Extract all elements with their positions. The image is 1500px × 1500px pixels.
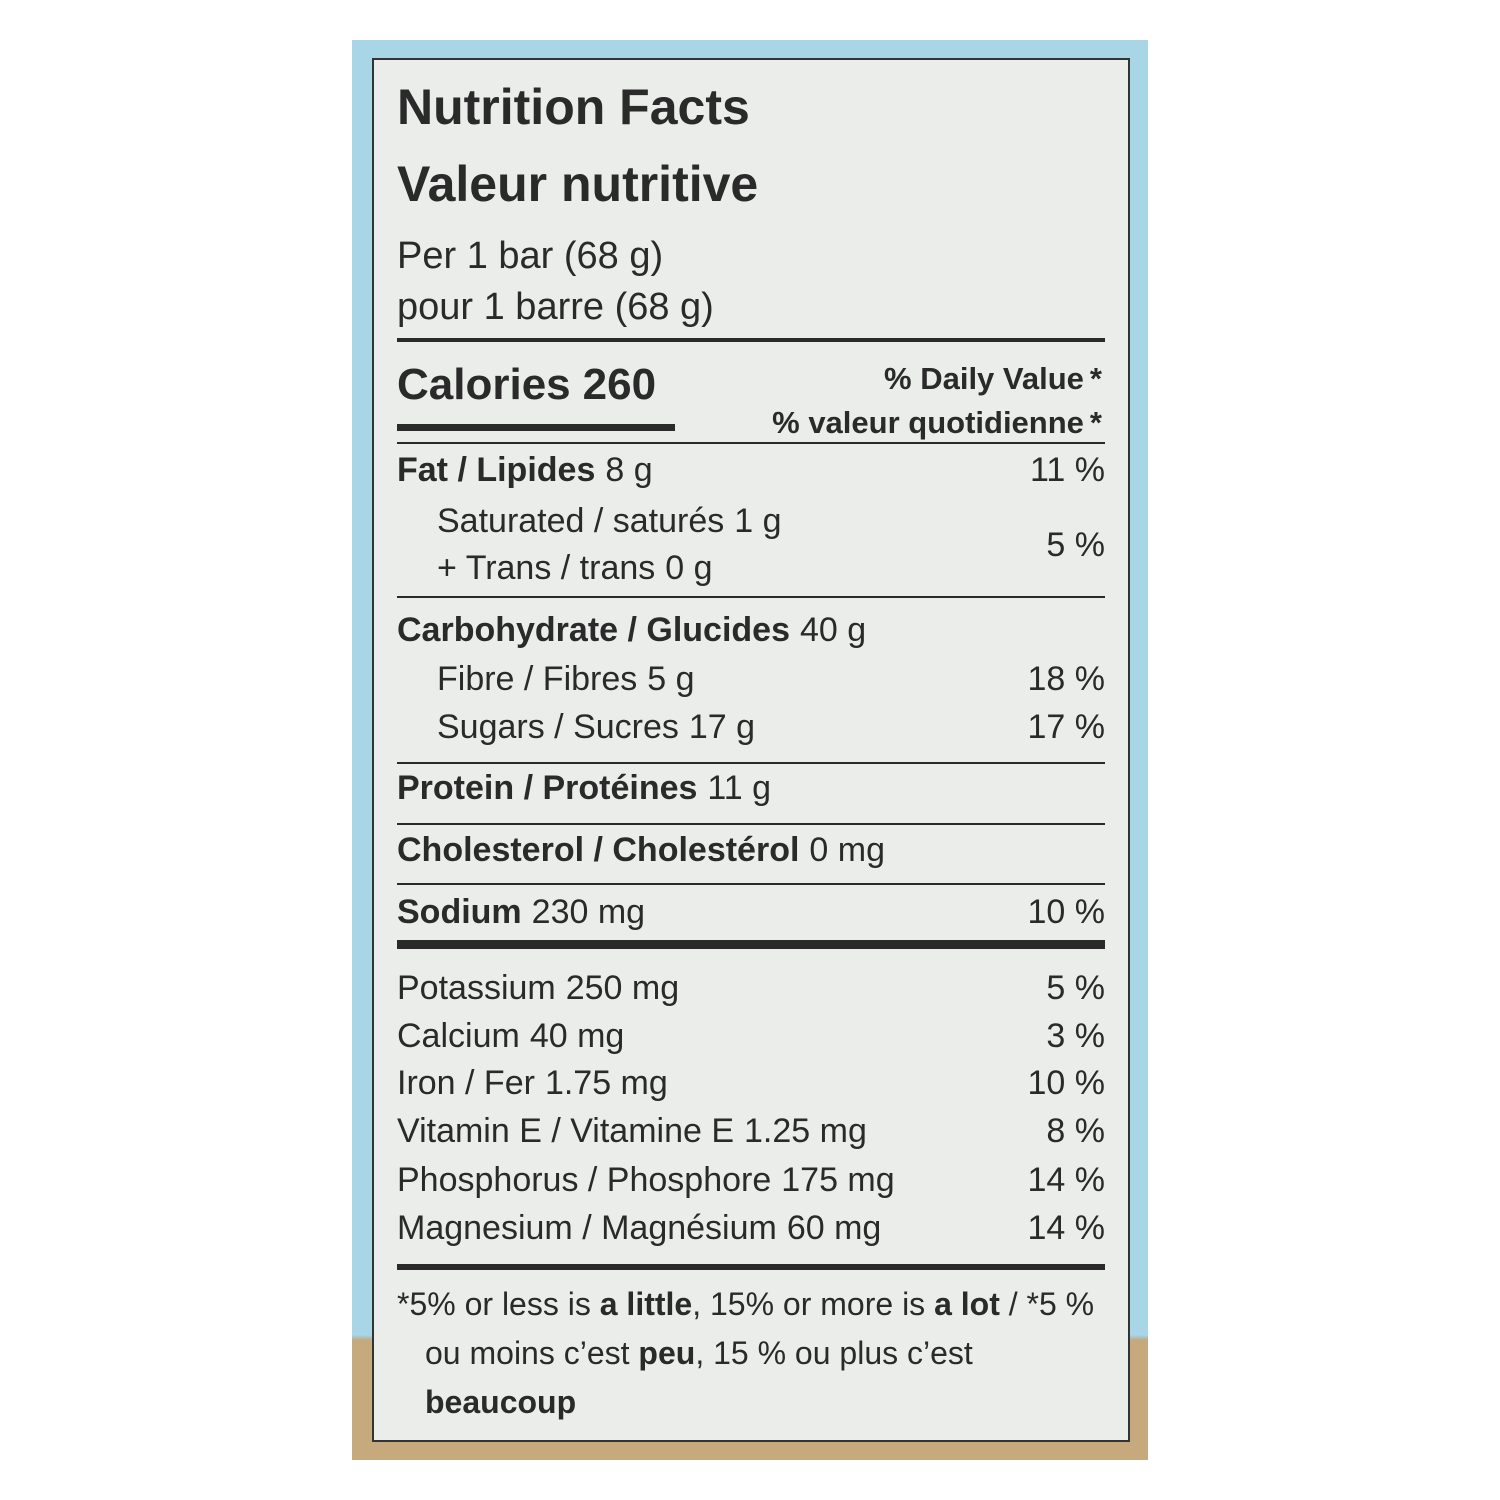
nutrient-amount: 0 mg [809,831,885,869]
footnote-text: a lot [934,1286,1000,1322]
daily-value: 5 % [1046,526,1105,564]
footnote-text: *5% or less is [397,1286,600,1322]
nutrient-amount: 1.25 mg [744,1112,867,1150]
nutrient-row: Calcium 40 mg [397,1016,624,1056]
nutrient-amount: 0 g [665,549,713,587]
serving-fr: pour 1 barre (68 g) [397,286,714,328]
nutrition-label [372,58,1130,1442]
nutrient-name: Magnesium / Magnésium [397,1209,777,1247]
footnote-text: , 15% or more is [692,1286,935,1322]
daily-value: 14 % [1027,1209,1106,1247]
nutrient-row: Phosphorus / Phosphore 175 mg [397,1160,895,1200]
nutrient-name: Phosphorus / Phosphore [397,1161,772,1199]
rule [397,823,1105,825]
rule [397,762,1105,764]
dv-header-text: % valeur quotidienne [772,405,1084,440]
nutrient-amount: 1.75 mg [544,1064,668,1102]
nutrient-name: Saturated / saturés [437,502,725,540]
nutrient-name: Calcium [397,1017,520,1055]
footnote-text: , 15 % ou plus c’est [695,1335,973,1371]
daily-value: 10 % [1027,1064,1106,1102]
title-en: Nutrition Facts [397,79,750,135]
daily-value: 14 % [1027,1161,1106,1199]
daily-value: 11 % [1030,451,1105,489]
nutrient-row: Saturated / saturés 1 g [437,501,782,541]
footnote-text: / *5 % ou moins c’est [425,1286,1095,1371]
nutrient-name: Fibre / Fibres [437,660,638,698]
nutrient-amount: 250 mg [565,969,680,1007]
footnote: *5% or less is a little, 15% or more is … [397,1280,1115,1427]
daily-value: 18 % [1027,660,1106,698]
nutrient-amount: 17 g [688,708,756,746]
calories-value: 260 [582,360,657,409]
rule [397,338,1105,342]
nutrient-name: Cholesterol / Cholestérol [397,831,800,869]
nutrient-name: Carbohydrate / Glucides [397,611,790,649]
dv-marker: * [1089,405,1102,440]
daily-value: 5 % [1046,969,1105,1007]
nutrient-amount: 40 mg [529,1017,625,1055]
rule [397,883,1105,885]
nutrient-name: Protein / Protéines [397,769,698,807]
footnote-text: peu [638,1335,696,1371]
nutrient-amount: 11 g [707,769,772,807]
nutrient-row: Fat / Lipides 8 g [397,450,653,490]
calories: Calories 260 [397,360,656,410]
dv-marker: * [1089,361,1102,396]
rule [397,424,675,431]
nutrient-row: Carbohydrate / Glucides 40 g [397,610,866,650]
rule [397,596,1105,598]
nutrient-name: Fat / Lipides [397,451,596,489]
calories-label: Calories [397,360,571,409]
nutrient-row: Iron / Fer 1.75 mg [397,1063,668,1103]
nutrient-row: Sodium 230 mg [397,892,645,932]
nutrient-name: Vitamin E / Vitamine E [397,1112,735,1150]
nutrient-name: Sugars / Sucres [437,708,679,746]
nutrient-row: Magnesium / Magnésium 60 mg [397,1208,881,1248]
nutrient-amount: 175 mg [781,1161,895,1199]
nutrient-name: Potassium [397,969,556,1007]
daily-value: 10 % [1027,893,1106,931]
nutrient-amount: 60 mg [786,1209,882,1247]
footnote-text: a little [599,1286,693,1322]
rule [397,1264,1105,1270]
rule [397,940,1105,949]
nutrient-row: Potassium 250 mg [397,968,679,1008]
serving-en: Per 1 bar (68 g) [397,235,664,277]
nutrient-row: Vitamin E / Vitamine E 1.25 mg [397,1111,867,1151]
nutrient-amount: 8 g [605,451,653,489]
footnote-text: beaucoup [425,1384,577,1420]
dv-header-text: % Daily Value [884,361,1084,396]
dv-header-en: % Daily Value * [884,361,1102,397]
nutrient-row: + Trans / trans 0 g [437,548,713,588]
nutrient-row: Fibre / Fibres 5 g [437,659,695,699]
nutrient-name: Iron / Fer [397,1064,535,1102]
daily-value: 17 % [1027,708,1106,746]
daily-value: 3 % [1046,1017,1105,1055]
daily-value: 8 % [1046,1112,1105,1150]
nutrient-amount: 230 mg [531,893,646,931]
nutrient-row: Sugars / Sucres 17 g [437,707,755,747]
nutrient-amount: 1 g [734,502,782,540]
dv-header-fr: % valeur quotidienne * [772,405,1102,441]
nutrient-row: Protein / Protéines 11 g [397,768,771,808]
nutrient-name: + Trans / trans [437,549,656,587]
nutrient-name: Sodium [397,893,522,931]
nutrient-row: Cholesterol / Cholestérol 0 mg [397,830,885,870]
title-fr: Valeur nutritive [397,156,759,212]
nutrient-amount: 5 g [647,660,695,698]
rule [397,442,1105,444]
nutrient-amount: 40 g [800,611,867,649]
